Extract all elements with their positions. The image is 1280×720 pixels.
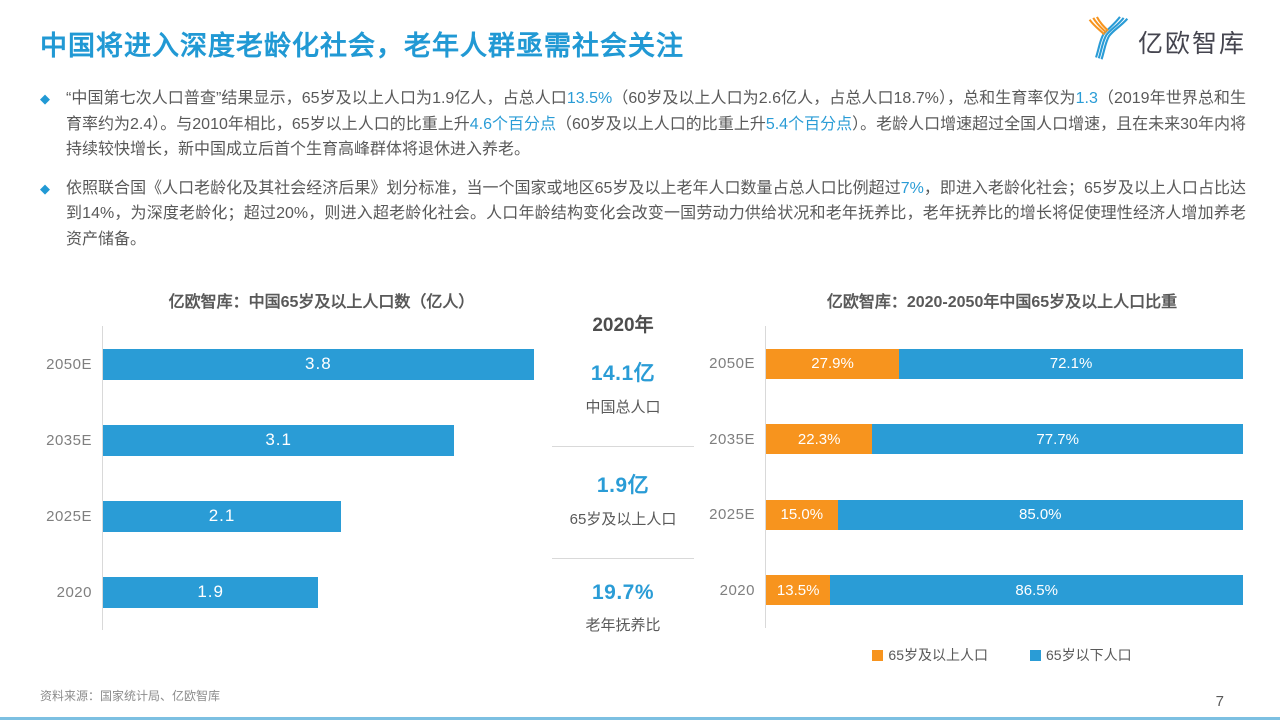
segment-value-label: 13.5% [776, 581, 820, 599]
category-label: 2020 [719, 581, 755, 599]
diamond-bullet-icon: ◆ [40, 91, 50, 106]
bar-value-label: 1.9 [197, 582, 224, 601]
category-label: 2020 [56, 583, 92, 601]
data-source-note: 资料来源：国家统计局、亿欧智库 [40, 689, 221, 703]
bottom-accent-line [0, 717, 1280, 720]
stacked-bar-row: 2025E 15.0% 85.0% [703, 477, 1243, 553]
stacked-bar-row: 2035E 22.3% 77.7% [703, 401, 1243, 477]
segment-under65: 77.7% [872, 424, 1243, 455]
chart-legend: 65岁及以上人口 65岁以下人口 [703, 645, 1243, 665]
orange-swatch-icon [872, 649, 884, 661]
segment-65plus: 15.0% [766, 499, 838, 530]
segment-value-label: 77.7% [1036, 430, 1079, 448]
bullet-point-2: ◆ 依照联合国《人口老龄化及其社会经济后果》划分标准，当一个国家或地区65岁及以… [40, 176, 1246, 253]
body-text: （60岁及以上人口的比重上升 [555, 115, 766, 133]
stacked-bar-row: 2020 13.5% 86.5% [703, 552, 1243, 628]
category-label: 2025E [46, 507, 92, 525]
divider [552, 446, 694, 447]
bar-row: 2035E 3.1 [40, 402, 545, 478]
diamond-bullet-icon: ◆ [40, 180, 50, 196]
segment-value-label: 85.0% [1018, 506, 1062, 524]
body-text: （2019年世界总和生育率约为2.4）。与2010年相比，65岁以上人口的比重上… [66, 90, 1246, 133]
segment-65plus: 27.9% [766, 348, 900, 379]
stats-year: 2020年 [592, 315, 654, 336]
category-label: 2035E [46, 431, 92, 449]
bar-row: 2025E 2.1 [40, 478, 545, 554]
bar-value-label: 2.1 [208, 506, 236, 525]
highlight-text: 13.5% [566, 90, 613, 107]
bar-2020: 1.9 [103, 576, 319, 608]
body-text: “中国第七次人口普查”结果显示，65岁及以上人口为1.9亿人，占总人口 [66, 90, 567, 107]
highlight-text: 1.3 [1075, 90, 1098, 107]
highlight-text: 4.6个百分点 [469, 115, 556, 133]
bar-2050e: 3.8 [103, 348, 534, 380]
bar-2035e: 3.1 [103, 424, 455, 456]
logo-y-icon [1085, 16, 1131, 67]
stat-65plus-value: 1.9亿 [596, 474, 650, 497]
body-text: ，即进入老龄化社会；65岁及以上人口占比达到14%，为深度老龄化；超过20%，则… [66, 179, 1246, 248]
category-label: 2050E [46, 355, 92, 373]
divider [552, 558, 694, 559]
stat-total-population-label: 中国总人口 [585, 399, 661, 416]
chart-population-share: 亿欧智库：2020-2050年中国65岁及以上人口比重 2050E 27.9% … [703, 288, 1243, 665]
segment-value-label: 86.5% [1015, 581, 1058, 599]
bar-value-label: 3.1 [265, 430, 292, 449]
highlight-text: 7% [900, 179, 924, 197]
bullet-2-text: 依照联合国《人口老龄化及其社会经济后果》划分标准，当一个国家或地区65岁及以上老… [66, 180, 1246, 248]
highlight-text: 5.4个百分点 [765, 115, 853, 133]
stat-dependency-ratio-label: 老年抚养比 [585, 617, 661, 634]
stat-dependency-ratio-value: 19.7% [591, 581, 655, 604]
right-chart-body: 2050E 27.9% 72.1% 2035E 22.3% 77.7% 2025… [703, 326, 1243, 628]
page-number: 7 [1215, 693, 1224, 710]
legend-item-65plus: 65岁及以上人口 [872, 645, 988, 665]
left-chart-title: 亿欧智库：中国65岁及以上人口数（亿人） [168, 294, 475, 311]
stat-total-population-value: 14.1亿 [590, 362, 656, 385]
right-chart-title: 亿欧智库：2020-2050年中国65岁及以上人口比重 [826, 294, 1178, 311]
page-title: 中国将进入深度老龄化社会，老年人群亟需社会关注 [40, 31, 684, 61]
bar-2025e: 2.1 [103, 500, 342, 532]
company-logo: 亿欧智库 [1085, 16, 1246, 67]
left-chart-body: 2050E 3.8 2035E 3.1 2025E 2.1 2020 1.9 [40, 326, 545, 630]
legend-item-under65: 65岁以下人口 [1030, 645, 1132, 665]
segment-65plus: 22.3% [766, 424, 873, 455]
segment-under65: 86.5% [830, 575, 1243, 606]
bullet-point-1: ◆ “中国第七次人口普查”结果显示，65岁及以上人口为1.9亿人，占总人口13.… [40, 86, 1246, 163]
bar-row: 2020 1.9 [40, 554, 545, 630]
category-label: 2025E [709, 506, 755, 524]
segment-under65: 85.0% [837, 499, 1243, 530]
category-label: 2035E [709, 430, 755, 448]
body-text: （60岁及以上人口为2.6亿人，占总人口18.7%），总和生育率仅为 [612, 90, 1076, 107]
legend-label: 65岁及以上人口 [888, 647, 988, 663]
legend-label: 65岁以下人口 [1046, 647, 1132, 663]
stacked-bar-row: 2050E 27.9% 72.1% [703, 326, 1243, 402]
segment-under65: 72.1% [899, 348, 1243, 379]
bar-row: 2050E 3.8 [40, 326, 545, 402]
segment-65plus: 13.5% [766, 575, 831, 606]
bar-value-label: 3.8 [305, 354, 332, 373]
blue-swatch-icon [1030, 649, 1041, 661]
key-stats-panel: 2020年 14.1亿 中国总人口 1.9亿 65岁及以上人口 19.7% 老年… [549, 310, 697, 635]
summary-text: ◆ “中国第七次人口普查”结果显示，65岁及以上人口为1.9亿人，占总人口13.… [40, 86, 1246, 265]
body-text: 依照联合国《人口老龄化及其社会经济后果》划分标准，当一个国家或地区65岁及以上老… [66, 179, 901, 197]
segment-value-label: 27.9% [811, 355, 854, 373]
segment-value-label: 15.0% [780, 506, 824, 524]
segment-value-label: 22.3% [797, 430, 841, 448]
body-text: ）。老龄人口增速超过全国人口增速，且在未来30年内将持续较快增长，新中国成立后首… [66, 115, 1246, 159]
chart-population-65plus: 亿欧智库：中国65岁及以上人口数（亿人） 2050E 3.8 2035E 3.1… [40, 288, 545, 630]
logo-text: 亿欧智库 [1137, 29, 1246, 58]
bullet-1-text: “中国第七次人口普查”结果显示，65岁及以上人口为1.9亿人，占总人口13.5%… [66, 90, 1246, 158]
segment-value-label: 72.1% [1049, 355, 1093, 373]
category-label: 2050E [709, 355, 755, 373]
stat-65plus-label: 65岁及以上人口 [569, 511, 677, 528]
